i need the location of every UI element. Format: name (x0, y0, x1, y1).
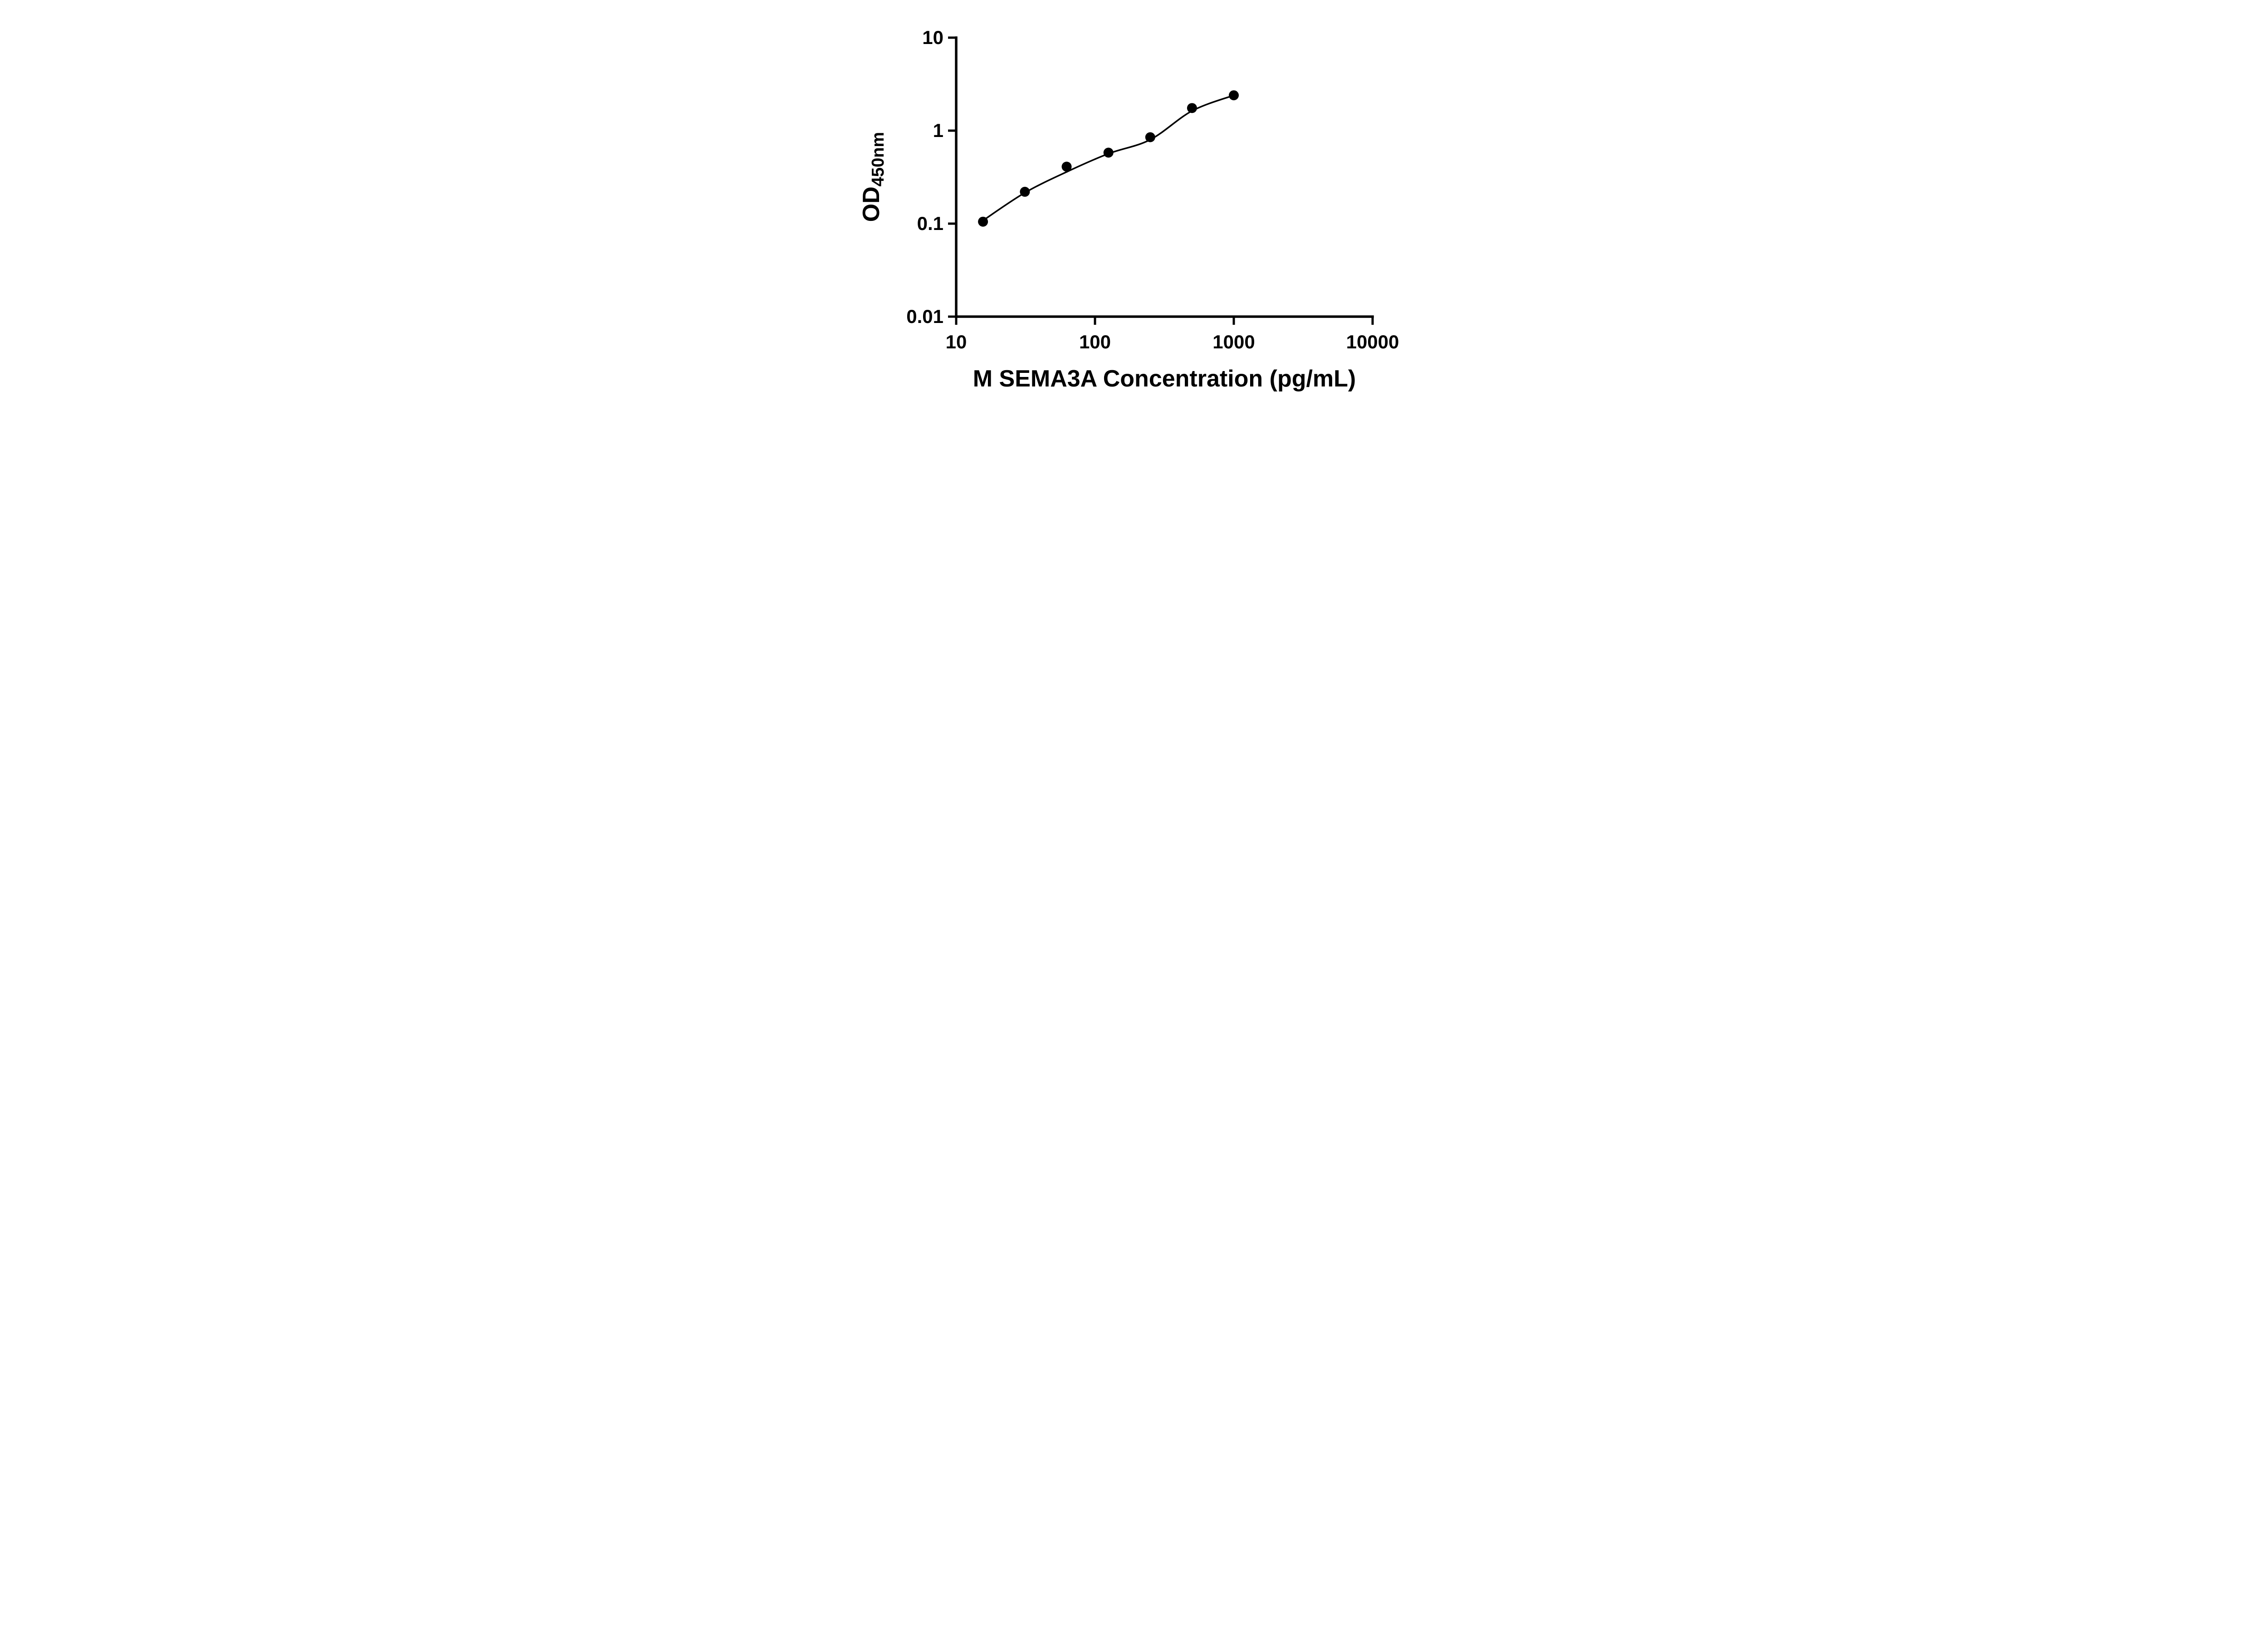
y-tick-label: 0.01 (906, 306, 943, 327)
x-tick-label: 10 (945, 331, 967, 352)
x-axis-tick-labels: 10 100 1000 10000 (945, 331, 1399, 352)
y-tick-label: 0.1 (917, 213, 943, 234)
data-points (978, 90, 1239, 227)
y-axis-title: OD450nm (858, 132, 888, 222)
y-axis-title-main: OD (858, 186, 885, 222)
data-point (978, 216, 988, 227)
x-tick-label: 1000 (1212, 331, 1255, 352)
trend-line (982, 94, 1235, 221)
data-point (1187, 103, 1197, 113)
x-tick-label: 10000 (1346, 331, 1399, 352)
axes: 10 100 1000 10000 0.01 0.1 1 10 (906, 27, 1399, 352)
data-point (1103, 147, 1114, 158)
y-tick-label: 1 (933, 120, 943, 141)
elisa-standard-curve-figure: 10 100 1000 10000 0.01 0.1 1 10 M SEMA3A Conce… (842, 0, 1426, 408)
x-tick-label: 100 (1079, 331, 1110, 352)
chart-svg: 10 100 1000 10000 0.01 0.1 1 10 M SEMA3A Conce… (858, 27, 1399, 392)
y-axis-tick-labels: 0.01 0.1 1 10 (906, 27, 943, 327)
y-axis-ticks (948, 36, 956, 318)
x-axis-title: M SEMA3A Concentration (pg/mL) (973, 366, 1356, 392)
y-tick-label: 10 (922, 27, 943, 48)
y-axis-title-sub: 450nm (869, 132, 888, 186)
data-point (1019, 186, 1030, 197)
x-axis-ticks (955, 317, 1374, 325)
plot-area (978, 90, 1239, 227)
data-point (1145, 132, 1155, 142)
axis-lines (954, 36, 1374, 318)
data-point (1228, 90, 1239, 101)
data-point (1061, 161, 1071, 172)
